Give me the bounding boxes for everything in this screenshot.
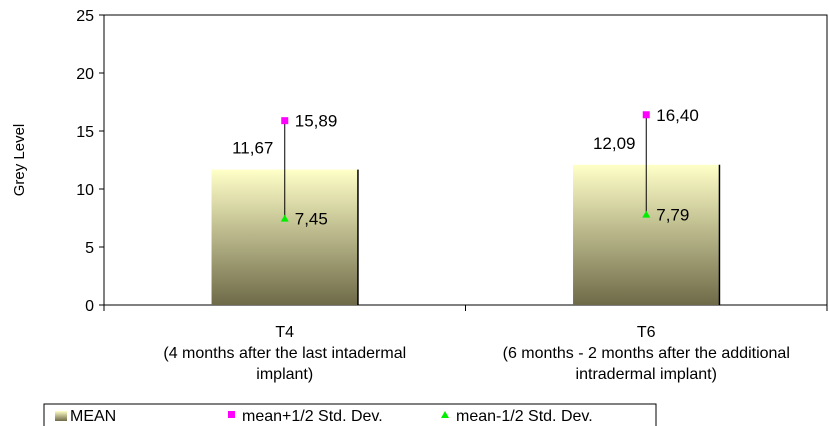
minus-marker xyxy=(280,214,289,222)
x-category-label: intradermal implant) xyxy=(576,366,717,383)
legend-plus-swatch xyxy=(228,411,235,418)
plus-value-label: 16,40 xyxy=(656,106,699,125)
y-tick-label: 15 xyxy=(76,124,94,141)
y-axis: 0 5 10 15 20 25 xyxy=(76,8,104,315)
x-category-label: (6 months - 2 months after the additiona… xyxy=(503,345,790,362)
legend-mean-label: MEAN xyxy=(70,408,116,425)
y-tick-label: 0 xyxy=(85,298,94,315)
plus-marker xyxy=(281,117,289,125)
minus-marker xyxy=(642,210,651,218)
minus-value-label: 7,45 xyxy=(295,210,328,229)
y-tick-label: 10 xyxy=(76,182,94,199)
y-tick-label: 20 xyxy=(76,66,94,83)
plus-value-label: 15,89 xyxy=(295,112,338,131)
plus-marker xyxy=(642,111,650,119)
y-axis-label: Grey Level xyxy=(11,124,28,197)
x-category-label: implant) xyxy=(256,366,313,383)
legend-plus-label: mean+1/2 Std. Dev. xyxy=(242,408,383,425)
x-category-label: T6 xyxy=(637,324,656,341)
y-tick-label: 25 xyxy=(76,8,94,25)
legend-mean-swatch xyxy=(55,411,67,421)
x-category-label: (4 months after the last intadermal xyxy=(163,345,406,362)
error-markers: 15,89 7,45 16,40 7,79 xyxy=(280,106,699,229)
mean-value-label: 11,67 xyxy=(232,139,273,158)
y-tick-label: 5 xyxy=(85,240,94,257)
legend: MEAN mean+1/2 Std. Dev. mean-1/2 Std. De… xyxy=(43,403,657,426)
legend-box xyxy=(43,403,657,426)
mean-value-label: 12,09 xyxy=(593,134,636,153)
x-category-label: T4 xyxy=(275,324,294,341)
x-axis: T4 (4 months after the last intadermal imp… xyxy=(103,305,828,383)
legend-minus-swatch xyxy=(441,411,449,418)
legend-minus-label: mean-1/2 Std. Dev. xyxy=(456,408,593,425)
minus-value-label: 7,79 xyxy=(656,206,689,225)
